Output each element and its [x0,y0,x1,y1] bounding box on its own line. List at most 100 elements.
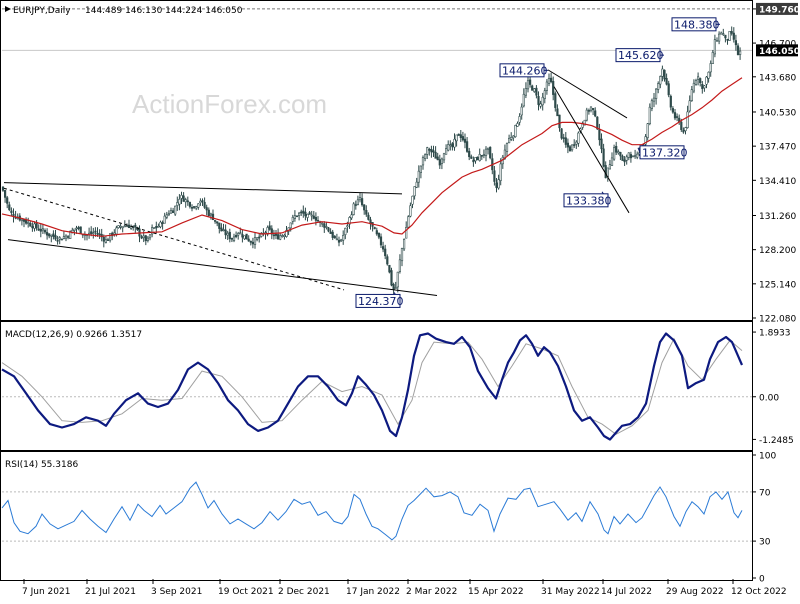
candle-body [722,33,725,35]
candle-body [522,93,525,107]
candle-body [568,146,572,152]
x-tick-label: 14 Jul 2022 [601,587,652,597]
candle-body [29,223,32,227]
candle-body [402,239,406,250]
x-tick-label: 2 Dec 2021 [278,587,330,597]
candle-body [585,109,588,121]
watermark: ActionForex.com [132,89,327,119]
candle-body [377,232,381,238]
candle-body [45,232,49,236]
candle-body [304,211,307,217]
current-price-tag [756,44,798,57]
candle-body [203,201,206,208]
rsi-tick-label: 0 [759,575,765,585]
candle-body [663,69,666,80]
callout-box [639,145,685,160]
candle-body [237,233,240,236]
candle-body [245,233,248,240]
candle-body [270,228,273,235]
candle-body [272,234,276,237]
candle-body [123,225,126,228]
candles [1,26,742,296]
x-tick-label: 7 Jun 2021 [22,587,70,597]
candle-body [552,80,555,95]
candle-body [188,202,192,207]
candle-body [247,238,250,242]
candle-body [432,150,435,153]
candle-body [411,195,414,205]
candle-body [151,227,154,235]
candle-body [312,215,315,219]
candle-body [549,77,553,83]
macd-tick-label: 1.8933 [759,329,791,339]
candle-body [535,87,538,96]
candle-body [207,209,210,217]
candle-body [703,85,706,89]
macd-signal-line [1,337,743,435]
candle-body [333,236,336,239]
candle-body [381,246,385,250]
x-tick-label: 31 May 2022 [541,587,600,597]
candle-body [644,136,647,145]
candle-body [342,235,345,241]
candle-body [182,195,185,202]
callout-label: 124.370 [358,295,404,308]
candle-body [625,156,628,161]
candle-body [713,39,716,55]
candle-body [222,229,225,231]
dashed-trendline [3,187,345,291]
candle-body [396,271,399,288]
x-tick-label: 21 Jul 2021 [85,587,136,597]
candle-body [331,231,334,238]
candle-body [421,157,425,166]
candle-body [193,206,196,208]
candle-body [478,154,481,161]
candle-body [587,110,590,112]
candle-body [699,78,702,84]
candle-body [497,179,500,189]
trendline [547,69,628,119]
candle-body [281,235,284,237]
candle-body [589,106,593,111]
candle-body [680,121,683,130]
candle-body [447,144,450,151]
candle-body [356,199,360,205]
candle-body [249,240,252,243]
price-tick-label: 125.140 [759,280,796,290]
candle-body [224,229,227,236]
price-tick-label: 131.260 [759,212,796,222]
candle-body [388,264,391,273]
candle-body [440,158,444,164]
candle-body [444,148,448,155]
candle-body [615,145,618,153]
candle-body [524,88,527,96]
candle-body [499,163,502,181]
candle-body [350,214,353,219]
candle-body [184,199,187,203]
highlight-level-tag [756,2,798,15]
candle-body [463,138,467,143]
candle-body [470,156,473,159]
candle-body [243,235,246,240]
candle-body [617,151,620,154]
price-tick-label: 137.470 [759,143,796,153]
price-tick-label: 149.760 [759,5,800,15]
candle-body [365,210,368,215]
candle-body [195,206,198,209]
candle-body [352,203,355,215]
price-tick-label: 122.080 [759,315,796,325]
candle-body [291,217,294,222]
candle-body [24,219,28,224]
candle-body [121,226,124,229]
x-tick-label: 19 Oct 2021 [218,587,274,597]
candle-body [104,239,107,243]
candle-body [459,134,462,139]
candle-body [493,170,496,182]
candle-body [575,141,578,145]
current-price-label: 146.050 [759,47,800,57]
candle-body [619,151,622,157]
candle-body [10,210,13,213]
panel-frames [0,0,753,581]
candle-body [560,128,563,139]
candle-body [543,90,546,99]
